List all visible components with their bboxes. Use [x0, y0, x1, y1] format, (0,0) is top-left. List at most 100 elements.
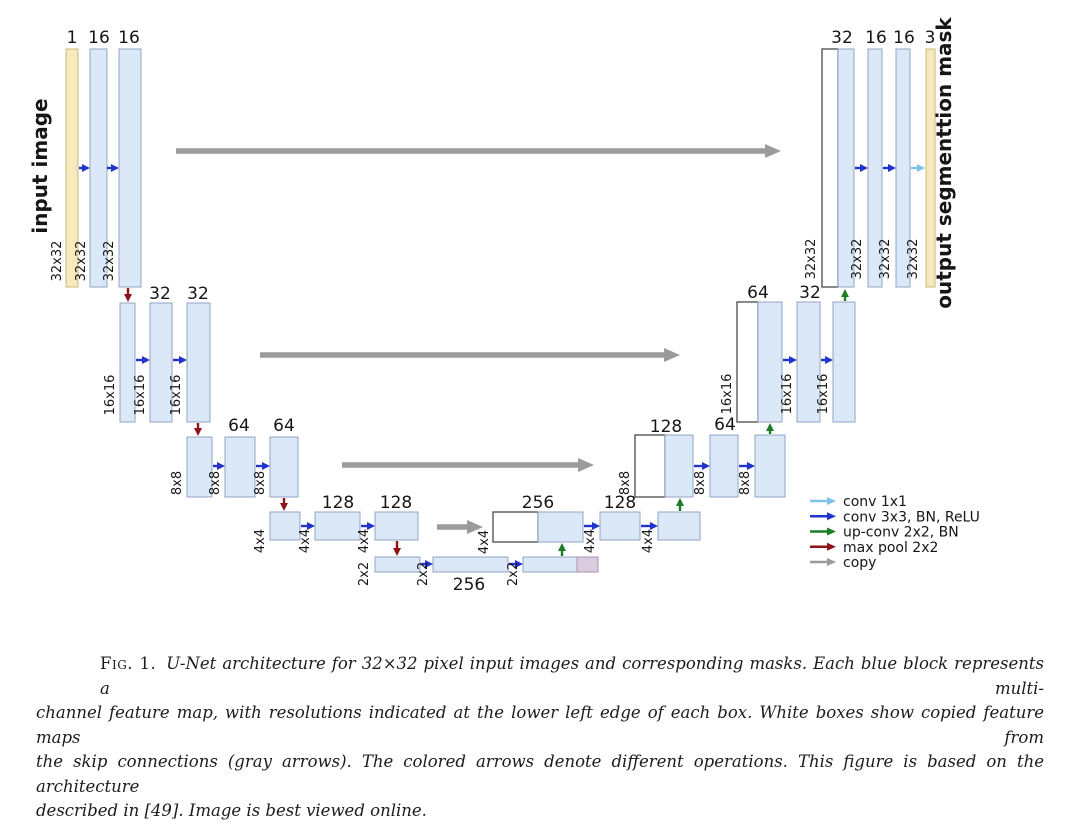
- channel-count-label: 16: [118, 28, 140, 48]
- feature-map-block: [374, 511, 419, 541]
- resolution-label: 8x8: [618, 471, 633, 495]
- conv-3x3-arrow-head: [425, 560, 433, 568]
- feature-map-block: [522, 556, 578, 573]
- up-conv-arrow-head: [841, 289, 849, 297]
- feature-map-block: [837, 48, 855, 288]
- channel-count-label: 16: [865, 28, 887, 48]
- channel-count-label: 32: [831, 28, 853, 48]
- channel-count-label: 64: [273, 416, 295, 436]
- conv-3x3-arrow-head: [827, 512, 836, 521]
- resolution-label: 16x16: [133, 375, 148, 416]
- conv-3x3-arrow-head: [262, 462, 270, 470]
- conv-1x1-arrow-head: [827, 497, 836, 505]
- feature-map-block: [269, 511, 301, 541]
- channel-count-label: 128: [322, 493, 354, 513]
- pink-feature-block: [576, 556, 599, 573]
- resolution-label: 2x2: [416, 562, 431, 586]
- feature-map-block: [118, 48, 142, 288]
- conv-3x3-arrow-head: [789, 356, 797, 364]
- copied-feature-map-block: [736, 301, 759, 423]
- resolution-label: 32x32: [804, 239, 819, 280]
- unet-architecture-diagram: 1 16 16 32 32 64 64 128 128 256 256 128 128 64 64 32 32 1…: [28, 17, 980, 595]
- max-pool-arrow-head: [194, 428, 202, 436]
- caption-line: the skip connections (gray arrows). The …: [36, 752, 1044, 796]
- legend-label-conv1: conv 1x1: [843, 494, 907, 510]
- channel-count-label: 128: [380, 493, 412, 513]
- channel-count-label: 64: [714, 415, 736, 435]
- caption-line: described in [49]. Image is best viewed …: [36, 801, 427, 820]
- resolution-label: 4x4: [357, 529, 372, 553]
- feature-map-block: [269, 436, 299, 498]
- resolution-label: 4x4: [583, 529, 598, 553]
- conv-3x3-arrow-head: [142, 356, 150, 364]
- conv-3x3-arrow-head: [747, 462, 755, 470]
- copy-skip-arrow-head: [765, 144, 781, 158]
- paper-figure-page: { "figure": { "side_labels": {"left": "i…: [28, 16, 1044, 820]
- caption-text: U-Net architecture for 32×32 pixel input…: [100, 654, 1044, 698]
- resolution-label: 16x16: [169, 375, 184, 416]
- up-conv-arrow-head: [766, 423, 774, 431]
- conv-3x3-arrow-head: [82, 164, 90, 172]
- resolution-label: 32x32: [878, 239, 893, 280]
- resolution-label: 16x16: [720, 374, 735, 415]
- channel-count-label: 64: [228, 416, 250, 436]
- resolution-label: 4x4: [253, 529, 268, 553]
- conv-3x3-arrow-head: [217, 462, 225, 470]
- figure-number-label: Fig. 1.: [100, 654, 157, 673]
- feature-map-block: [186, 302, 211, 423]
- feature-map-block: [224, 436, 256, 498]
- resolution-label: 8x8: [738, 471, 753, 495]
- resolution-label: 8x8: [170, 471, 185, 495]
- max-pool-arrow-head: [280, 503, 288, 511]
- conv-3x3-arrow-head: [825, 356, 833, 364]
- input-image-block: [65, 48, 79, 288]
- feature-map-block: [709, 434, 739, 498]
- input-image-label: input image: [28, 98, 52, 233]
- resolution-label: 32x32: [906, 239, 921, 280]
- feature-map-block: [119, 302, 136, 423]
- legend-label-copy: copy: [843, 555, 876, 571]
- conv-3x3-arrow-head: [515, 560, 523, 568]
- channel-count-label: 16: [88, 28, 110, 48]
- copy-skip-arrow-head: [467, 520, 483, 534]
- conv-3x3-arrow-head: [860, 164, 868, 172]
- copy-skip-arrow-head: [664, 348, 680, 362]
- feature-map-block: [599, 511, 641, 541]
- feature-map-block: [832, 301, 856, 423]
- caption-line: Fig. 1. U-Net architecture for 32×32 pixe…: [36, 652, 1044, 701]
- output-mask-block: [925, 48, 936, 288]
- feature-map-block: [757, 301, 783, 423]
- resolution-label: 8x8: [208, 471, 223, 495]
- copy-skip-arrow-head: [827, 558, 836, 566]
- resolution-label: 8x8: [693, 471, 708, 495]
- conv-3x3-arrow-head: [650, 522, 658, 530]
- channel-count-label: 16: [893, 28, 915, 48]
- max-pool-arrow-head: [827, 542, 836, 551]
- channel-count-label: 64: [747, 283, 769, 303]
- channel-count-label: 256: [453, 575, 485, 595]
- feature-map-block: [537, 511, 584, 543]
- feature-map-block: [432, 556, 509, 573]
- channel-count-label: 128: [650, 417, 682, 437]
- resolution-label: 16x16: [780, 374, 795, 415]
- legend-label-pool: max pool 2x2: [843, 540, 938, 556]
- figure-caption: Fig. 1. U-Net architecture for 32×32 pixe…: [36, 652, 1044, 824]
- conv-3x3-arrow-head: [307, 522, 315, 530]
- copy-skip-arrow-head: [578, 458, 594, 472]
- resolution-label: 4x4: [298, 529, 313, 553]
- output-mask-label: output segmenttion mask: [932, 17, 956, 309]
- up-conv-arrow-head: [676, 498, 684, 506]
- conv-3x3-arrow-head: [111, 164, 119, 172]
- resolution-label: 2x2: [357, 562, 372, 586]
- copied-feature-map-block: [634, 434, 666, 498]
- feature-map-block: [149, 302, 173, 423]
- feature-map-block: [374, 556, 421, 573]
- caption-line: channel feature map, with resolutions in…: [36, 703, 1044, 747]
- feature-map-block: [796, 301, 821, 423]
- resolution-label: 32x32: [50, 241, 65, 282]
- copied-feature-map-block: [821, 48, 839, 288]
- conv-3x3-arrow-head: [888, 164, 896, 172]
- resolution-label: 32x32: [850, 239, 865, 280]
- conv-1x1-arrow-head: [917, 164, 925, 172]
- feature-map-block: [186, 436, 213, 498]
